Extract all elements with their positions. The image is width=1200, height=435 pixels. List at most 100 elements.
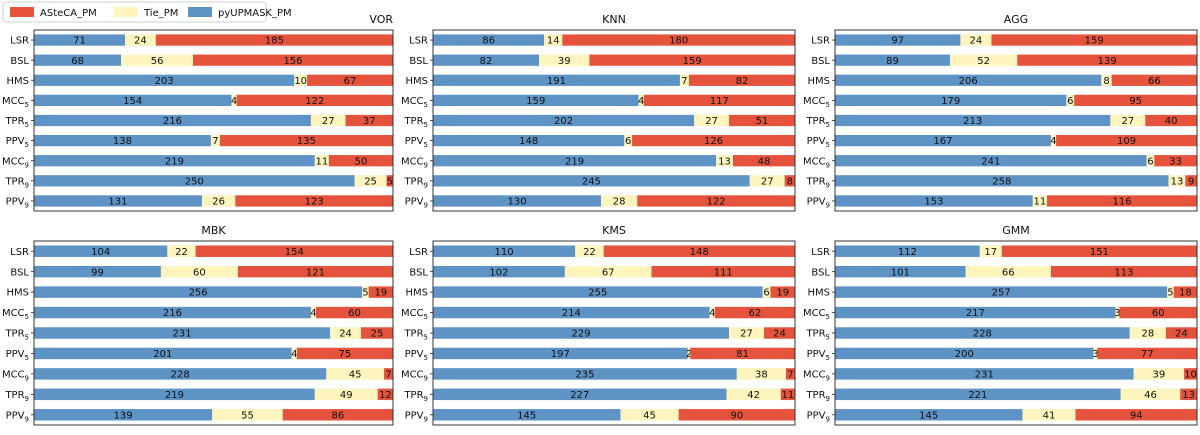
bar-pyupmaskpm — [433, 54, 540, 66]
bar-astecapm — [562, 34, 795, 46]
bar-astecapm — [219, 134, 393, 147]
bar-astecapm — [1017, 54, 1197, 66]
bar-value-label: 219 — [165, 156, 184, 167]
bar-value-label: 111 — [714, 267, 733, 278]
category-label: TPR5 — [4, 116, 29, 129]
bar-tiepm — [694, 114, 730, 127]
bar-astecapm — [377, 388, 393, 401]
bar-value-label: 82 — [736, 76, 749, 87]
bar-value-label: 18 — [1179, 288, 1192, 299]
bar-pyupmaskpm — [433, 409, 621, 421]
legend-label-tie: Tie_PM — [143, 8, 178, 19]
category-label: HMS — [808, 288, 831, 299]
bar-value-label: 221 — [968, 390, 987, 401]
bar-value-label: 8 — [787, 176, 793, 187]
bar-tiepm — [310, 114, 346, 127]
bar-value-label: 126 — [704, 136, 723, 147]
category-label: PPV5 — [405, 136, 428, 149]
bar-value-label: 5 — [387, 176, 393, 187]
bar-pyupmaskpm — [34, 155, 315, 167]
bar-value-label: 206 — [959, 76, 978, 87]
category-label: LSR — [10, 36, 29, 47]
bar-value-label: 216 — [163, 116, 182, 127]
bar-value-label: 4 — [231, 96, 237, 107]
bar-pyupmaskpm — [835, 245, 980, 257]
bar-tiepm — [726, 388, 781, 401]
bar-pyupmaskpm — [34, 286, 363, 298]
bar-value-label: 11 — [1034, 197, 1047, 208]
category-label: TPR9 — [4, 176, 29, 189]
category-label: TPR9 — [403, 390, 428, 403]
bar-tiepm — [736, 368, 786, 380]
bar-value-label: 4 — [638, 96, 644, 107]
bar-tiepm — [624, 134, 633, 147]
bar-value-label: 60 — [193, 267, 206, 278]
bar-pyupmaskpm — [433, 327, 730, 339]
bar-value-label: 39 — [1152, 369, 1165, 380]
bar-value-label: 13 — [718, 156, 731, 167]
bar-value-label: 42 — [747, 390, 760, 401]
bar-value-label: 104 — [91, 247, 110, 258]
bar-pyupmaskpm — [835, 114, 1111, 127]
bar-value-label: 25 — [371, 329, 384, 340]
bar-value-label: 185 — [265, 36, 284, 47]
category-label: MCC9 — [401, 156, 428, 169]
bar-value-label: 60 — [348, 308, 361, 319]
bar-astecapm — [1119, 306, 1197, 319]
bar-astecapm — [589, 54, 795, 66]
bar-value-label: 154 — [285, 247, 304, 258]
bar-value-label: 33 — [1169, 156, 1182, 167]
bar-value-label: 52 — [977, 56, 990, 67]
bar-pyupmaskpm — [835, 286, 1168, 298]
bar-pyupmaskpm — [835, 327, 1130, 339]
bar-value-label: 4 — [310, 308, 316, 319]
bar-value-label: 86 — [332, 410, 345, 421]
bar-astecapm — [1001, 245, 1197, 257]
bar-value-label: 148 — [519, 136, 538, 147]
category-label: PPV5 — [807, 136, 830, 149]
bar-value-label: 27 — [705, 116, 718, 127]
bar-astecapm — [784, 175, 795, 187]
bar-astecapm — [1154, 155, 1197, 167]
bar-tiepm — [960, 34, 992, 46]
bar-value-label: 3 — [1114, 308, 1120, 319]
bar-value-label: 145 — [919, 410, 938, 421]
category-label: PPV9 — [807, 410, 830, 423]
bar-value-label: 7 — [681, 76, 687, 87]
category-label: PPV5 — [807, 349, 830, 362]
bar-value-label: 24 — [339, 329, 352, 340]
bar-value-label: 139 — [114, 410, 133, 421]
bar-value-label: 4 — [291, 349, 297, 360]
bar-value-label: 257 — [992, 288, 1011, 299]
bar-pyupmaskpm — [433, 195, 602, 207]
category-label: TPR9 — [403, 176, 428, 189]
bar-pyupmaskpm — [34, 347, 292, 360]
bar-tiepm — [1022, 409, 1076, 421]
bar-value-label: 101 — [891, 267, 910, 278]
bar-astecapm — [328, 155, 393, 167]
bar-value-label: 82 — [480, 56, 493, 67]
bar-astecapm — [235, 195, 393, 207]
panel-title: MBK — [201, 224, 226, 237]
bar-value-label: 11 — [315, 156, 328, 167]
bar-value-label: 116 — [1112, 197, 1131, 208]
category-label: TPR5 — [805, 329, 830, 342]
bar-pyupmaskpm — [433, 388, 727, 401]
axes-frame — [33, 29, 394, 212]
category-label: HMS — [406, 76, 429, 87]
bar-astecapm — [1173, 286, 1197, 298]
axes-frame — [834, 29, 1198, 212]
bar-astecapm — [732, 155, 795, 167]
bar-value-label: 95 — [1129, 96, 1142, 107]
bar-astecapm — [632, 134, 795, 147]
bar-value-label: 245 — [582, 176, 601, 187]
bar-astecapm — [690, 347, 795, 360]
bar-astecapm — [1184, 368, 1197, 380]
bar-value-label: 122 — [305, 96, 324, 107]
bar-pyupmaskpm — [835, 34, 961, 46]
bar-value-label: 6 — [1067, 96, 1073, 107]
bar-value-label: 156 — [283, 56, 302, 67]
bar-astecapm — [1165, 327, 1197, 339]
